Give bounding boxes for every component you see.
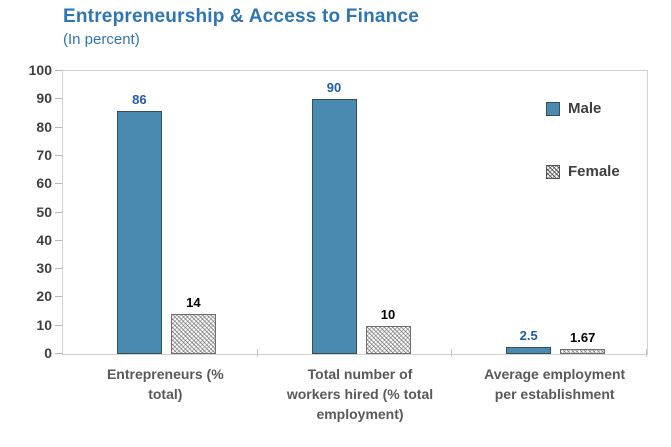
category-label-line: Entrepreneurs (% — [106, 366, 224, 382]
female-value-label: 10 — [380, 306, 396, 322]
y-axis-tick-mark — [55, 98, 62, 100]
male-value-label: 90 — [326, 80, 342, 96]
y-axis-tick-mark — [55, 239, 62, 241]
y-axis-tick-label: 60 — [36, 175, 52, 192]
category-label-line: Total number of — [307, 366, 413, 382]
y-axis-tick-mark — [55, 70, 62, 71]
male-bar — [506, 346, 552, 354]
y-axis-tick-mark — [55, 211, 62, 213]
y-axis-tick-label: 90 — [36, 90, 52, 107]
category-label-line: per establishment — [494, 386, 615, 402]
y-axis-tick-mark — [55, 126, 62, 128]
category-label-line: total) — [148, 386, 183, 402]
y-axis-tick-label: 10 — [36, 316, 52, 333]
y-axis-tick-mark — [55, 353, 62, 354]
female-bar — [170, 314, 216, 354]
x-axis-tick-mark — [451, 349, 453, 357]
female-value-label: 14 — [186, 295, 201, 311]
category-label: Entrepreneurs (% total) — [60, 364, 270, 404]
category-label-line: employment) — [316, 406, 404, 422]
male-value-label: 2.5 — [519, 327, 538, 343]
y-axis-tick-label: 50 — [36, 203, 52, 220]
legend: Male Female — [546, 100, 620, 180]
legend-item-male: Male — [546, 100, 620, 117]
plot-area: 86 14 90 10 2.5 1.67 — [62, 70, 648, 355]
legend-label-female: Female — [568, 163, 620, 180]
y-axis-tick-label: 30 — [36, 260, 52, 277]
y-axis-tick-label: 40 — [36, 231, 52, 248]
male-bar — [116, 110, 162, 354]
y-axis-tick-label: 80 — [36, 118, 52, 135]
female-value-label: 1.67 — [570, 330, 596, 346]
category-label: Average employment per establishment — [450, 364, 660, 404]
x-axis-tick-mark — [646, 349, 647, 357]
male-value-label: 86 — [132, 91, 147, 107]
y-axis-tick-mark — [55, 324, 62, 326]
legend-item-female: Female — [546, 163, 620, 180]
y-axis-tick-label: 100 — [28, 62, 52, 78]
y-axis-tick-mark — [55, 268, 62, 270]
category-label-line: Average employment — [484, 366, 626, 382]
category-label-line: workers hired (% total — [286, 386, 434, 402]
y-axis-tick-label: 70 — [36, 146, 52, 163]
legend-label-male: Male — [568, 100, 602, 117]
male-series-swatch-icon — [546, 101, 560, 116]
female-bar — [365, 325, 411, 354]
y-axis-tick-mark — [55, 183, 62, 185]
chart-subtitle: (In percent) — [63, 31, 140, 48]
x-axis-tick-mark — [256, 349, 258, 357]
female-series-swatch-icon — [546, 164, 560, 179]
y-axis-tick-mark — [55, 154, 62, 156]
category-label: Total number of workers hired (% total emp… — [255, 364, 465, 424]
female-bar — [560, 349, 606, 354]
y-axis-tick-label: 20 — [36, 288, 52, 305]
y-axis-tick-mark — [55, 296, 62, 298]
y-axis-tick-label: 0 — [44, 345, 52, 361]
chart-title: Entrepreneurship & Access to Finance — [63, 6, 419, 27]
male-bar — [311, 99, 357, 354]
